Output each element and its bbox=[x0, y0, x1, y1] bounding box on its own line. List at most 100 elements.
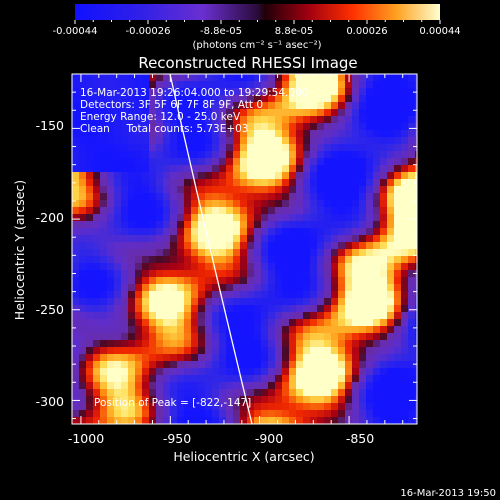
image-pixel bbox=[205, 186, 212, 193]
image-pixel bbox=[373, 312, 380, 319]
image-pixel bbox=[352, 396, 359, 403]
image-pixel bbox=[149, 291, 156, 298]
image-pixel bbox=[317, 263, 324, 270]
image-pixel bbox=[184, 193, 191, 200]
image-pixel bbox=[233, 228, 240, 235]
image-pixel bbox=[184, 123, 191, 130]
image-pixel bbox=[72, 368, 79, 375]
image-pixel bbox=[289, 298, 296, 305]
image-pixel bbox=[310, 137, 317, 144]
image-pixel bbox=[240, 347, 247, 354]
image-pixel bbox=[352, 312, 359, 319]
image-pixel bbox=[387, 249, 394, 256]
image-pixel bbox=[142, 165, 149, 172]
image-pixel bbox=[107, 228, 114, 235]
image-pixel bbox=[373, 123, 380, 130]
image-pixel bbox=[79, 270, 86, 277]
image-pixel bbox=[226, 417, 233, 424]
image-pixel bbox=[191, 305, 198, 312]
image-pixel bbox=[296, 326, 303, 333]
image-pixel bbox=[352, 277, 359, 284]
image-pixel bbox=[226, 249, 233, 256]
image-pixel bbox=[387, 333, 394, 340]
image-pixel bbox=[149, 116, 156, 123]
image-pixel bbox=[121, 375, 128, 382]
image-pixel bbox=[261, 151, 268, 158]
image-pixel bbox=[107, 165, 114, 172]
image-pixel bbox=[282, 123, 289, 130]
image-pixel bbox=[352, 242, 359, 249]
image-pixel bbox=[233, 109, 240, 116]
image-pixel bbox=[100, 179, 107, 186]
info-detectors: Detectors: 3F 5F 6F 7F 8F 9F, Att 0 bbox=[80, 99, 263, 111]
image-pixel bbox=[352, 130, 359, 137]
image-pixel bbox=[79, 242, 86, 249]
image-pixel bbox=[240, 305, 247, 312]
image-pixel bbox=[86, 256, 93, 263]
image-pixel bbox=[198, 151, 205, 158]
image-pixel bbox=[359, 207, 366, 214]
image-pixel bbox=[380, 284, 387, 291]
image-pixel bbox=[93, 74, 100, 81]
image-pixel bbox=[79, 123, 86, 130]
image-pixel bbox=[135, 200, 142, 207]
image-pixel bbox=[135, 277, 142, 284]
image-pixel bbox=[282, 361, 289, 368]
image-pixel bbox=[352, 172, 359, 179]
image-pixel bbox=[254, 158, 261, 165]
image-pixel bbox=[352, 410, 359, 417]
image-pixel bbox=[93, 109, 100, 116]
image-pixel bbox=[261, 172, 268, 179]
image-pixel bbox=[93, 235, 100, 242]
image-pixel bbox=[261, 144, 268, 151]
image-pixel bbox=[394, 354, 401, 361]
image-pixel bbox=[324, 228, 331, 235]
image-pixel bbox=[184, 179, 191, 186]
image-pixel bbox=[282, 298, 289, 305]
image-pixel bbox=[86, 263, 93, 270]
image-pixel bbox=[121, 88, 128, 95]
image-pixel bbox=[100, 95, 107, 102]
image-pixel bbox=[387, 200, 394, 207]
image-pixel bbox=[226, 375, 233, 382]
image-pixel bbox=[324, 165, 331, 172]
image-pixel bbox=[240, 340, 247, 347]
image-pixel bbox=[310, 382, 317, 389]
image-pixel bbox=[177, 228, 184, 235]
image-pixel bbox=[142, 179, 149, 186]
image-pixel bbox=[338, 102, 345, 109]
image-pixel bbox=[226, 277, 233, 284]
image-pixel bbox=[373, 137, 380, 144]
image-pixel bbox=[380, 109, 387, 116]
image-pixel bbox=[198, 256, 205, 263]
image-pixel bbox=[100, 256, 107, 263]
image-pixel bbox=[149, 172, 156, 179]
image-pixel bbox=[114, 158, 121, 165]
image-pixel bbox=[401, 116, 408, 123]
image-pixel bbox=[184, 403, 191, 410]
image-pixel bbox=[415, 130, 417, 137]
image-pixel bbox=[310, 116, 317, 123]
image-pixel bbox=[240, 354, 247, 361]
image-pixel bbox=[303, 95, 310, 102]
image-pixel bbox=[345, 144, 352, 151]
image-pixel bbox=[345, 81, 352, 88]
image-pixel bbox=[317, 88, 324, 95]
image-pixel bbox=[107, 389, 114, 396]
image-pixel bbox=[261, 221, 268, 228]
image-pixel bbox=[373, 291, 380, 298]
image-pixel bbox=[107, 368, 114, 375]
image-pixel bbox=[72, 130, 79, 137]
image-pixel bbox=[163, 151, 170, 158]
image-pixel bbox=[233, 298, 240, 305]
image-pixel bbox=[198, 193, 205, 200]
image-pixel bbox=[415, 340, 417, 347]
image-pixel bbox=[408, 263, 415, 270]
image-pixel bbox=[296, 186, 303, 193]
image-pixel bbox=[268, 368, 275, 375]
image-pixel bbox=[303, 361, 310, 368]
image-pixel bbox=[352, 186, 359, 193]
image-pixel bbox=[324, 116, 331, 123]
image-pixel bbox=[387, 88, 394, 95]
image-pixel bbox=[275, 228, 282, 235]
